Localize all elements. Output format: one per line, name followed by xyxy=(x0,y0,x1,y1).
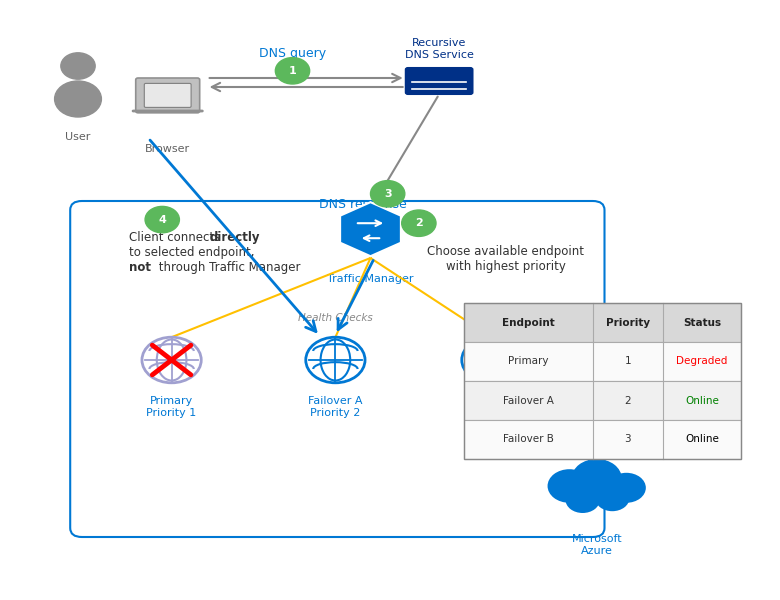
Text: directly: directly xyxy=(210,231,261,244)
Circle shape xyxy=(607,473,646,503)
Text: Failover B
Priority 3: Failover B Priority 3 xyxy=(464,396,519,418)
FancyBboxPatch shape xyxy=(464,420,741,459)
Ellipse shape xyxy=(55,81,101,117)
Text: 4: 4 xyxy=(158,215,166,224)
Text: Health Checks: Health Checks xyxy=(298,313,373,323)
FancyBboxPatch shape xyxy=(464,303,741,342)
Circle shape xyxy=(402,210,436,236)
Text: 1: 1 xyxy=(289,66,296,76)
Circle shape xyxy=(462,337,521,383)
FancyBboxPatch shape xyxy=(406,68,473,94)
Text: User: User xyxy=(66,132,90,142)
Text: DNS response: DNS response xyxy=(319,198,406,211)
Text: Priority: Priority xyxy=(606,317,650,328)
Text: Choose available endpoint
with highest priority: Choose available endpoint with highest p… xyxy=(427,245,584,273)
Text: 1: 1 xyxy=(625,356,631,367)
FancyBboxPatch shape xyxy=(144,83,191,107)
Circle shape xyxy=(572,459,622,497)
Circle shape xyxy=(145,206,179,233)
Text: through Traffic Manager: through Traffic Manager xyxy=(155,261,301,274)
Text: Primary: Primary xyxy=(509,356,548,367)
Circle shape xyxy=(595,485,629,511)
FancyBboxPatch shape xyxy=(136,78,200,113)
Text: Client connects: Client connects xyxy=(129,231,224,244)
Text: Failover B: Failover B xyxy=(503,434,554,445)
Text: DNS query: DNS query xyxy=(259,47,326,60)
Text: Endpoint: Endpoint xyxy=(502,317,555,328)
Circle shape xyxy=(61,53,95,79)
FancyBboxPatch shape xyxy=(464,381,741,420)
Text: Traffic Manager: Traffic Manager xyxy=(328,274,413,284)
Text: Recursive
DNS Service: Recursive DNS Service xyxy=(405,38,473,60)
FancyBboxPatch shape xyxy=(464,342,741,381)
Text: Online: Online xyxy=(685,434,719,445)
Polygon shape xyxy=(340,202,401,256)
Circle shape xyxy=(548,469,591,503)
Text: Failover A: Failover A xyxy=(503,395,554,406)
Text: 3: 3 xyxy=(384,189,392,199)
Text: Status: Status xyxy=(683,317,721,328)
Circle shape xyxy=(566,487,600,513)
Circle shape xyxy=(142,337,201,383)
Text: 2: 2 xyxy=(625,395,631,406)
Text: not: not xyxy=(129,261,151,274)
Text: Microsoft
Azure: Microsoft Azure xyxy=(572,534,622,556)
Text: Failover A
Priority 2: Failover A Priority 2 xyxy=(308,396,363,418)
Circle shape xyxy=(370,181,405,207)
Text: to selected endpoint,: to selected endpoint, xyxy=(129,246,254,259)
Text: Browser: Browser xyxy=(145,144,190,154)
Text: Online: Online xyxy=(685,395,719,406)
Text: Degraded: Degraded xyxy=(676,356,728,367)
Circle shape xyxy=(275,58,310,84)
Circle shape xyxy=(306,337,365,383)
Text: Primary
Priority 1: Primary Priority 1 xyxy=(147,396,197,418)
Text: 2: 2 xyxy=(415,218,423,228)
Text: 3: 3 xyxy=(625,434,631,445)
